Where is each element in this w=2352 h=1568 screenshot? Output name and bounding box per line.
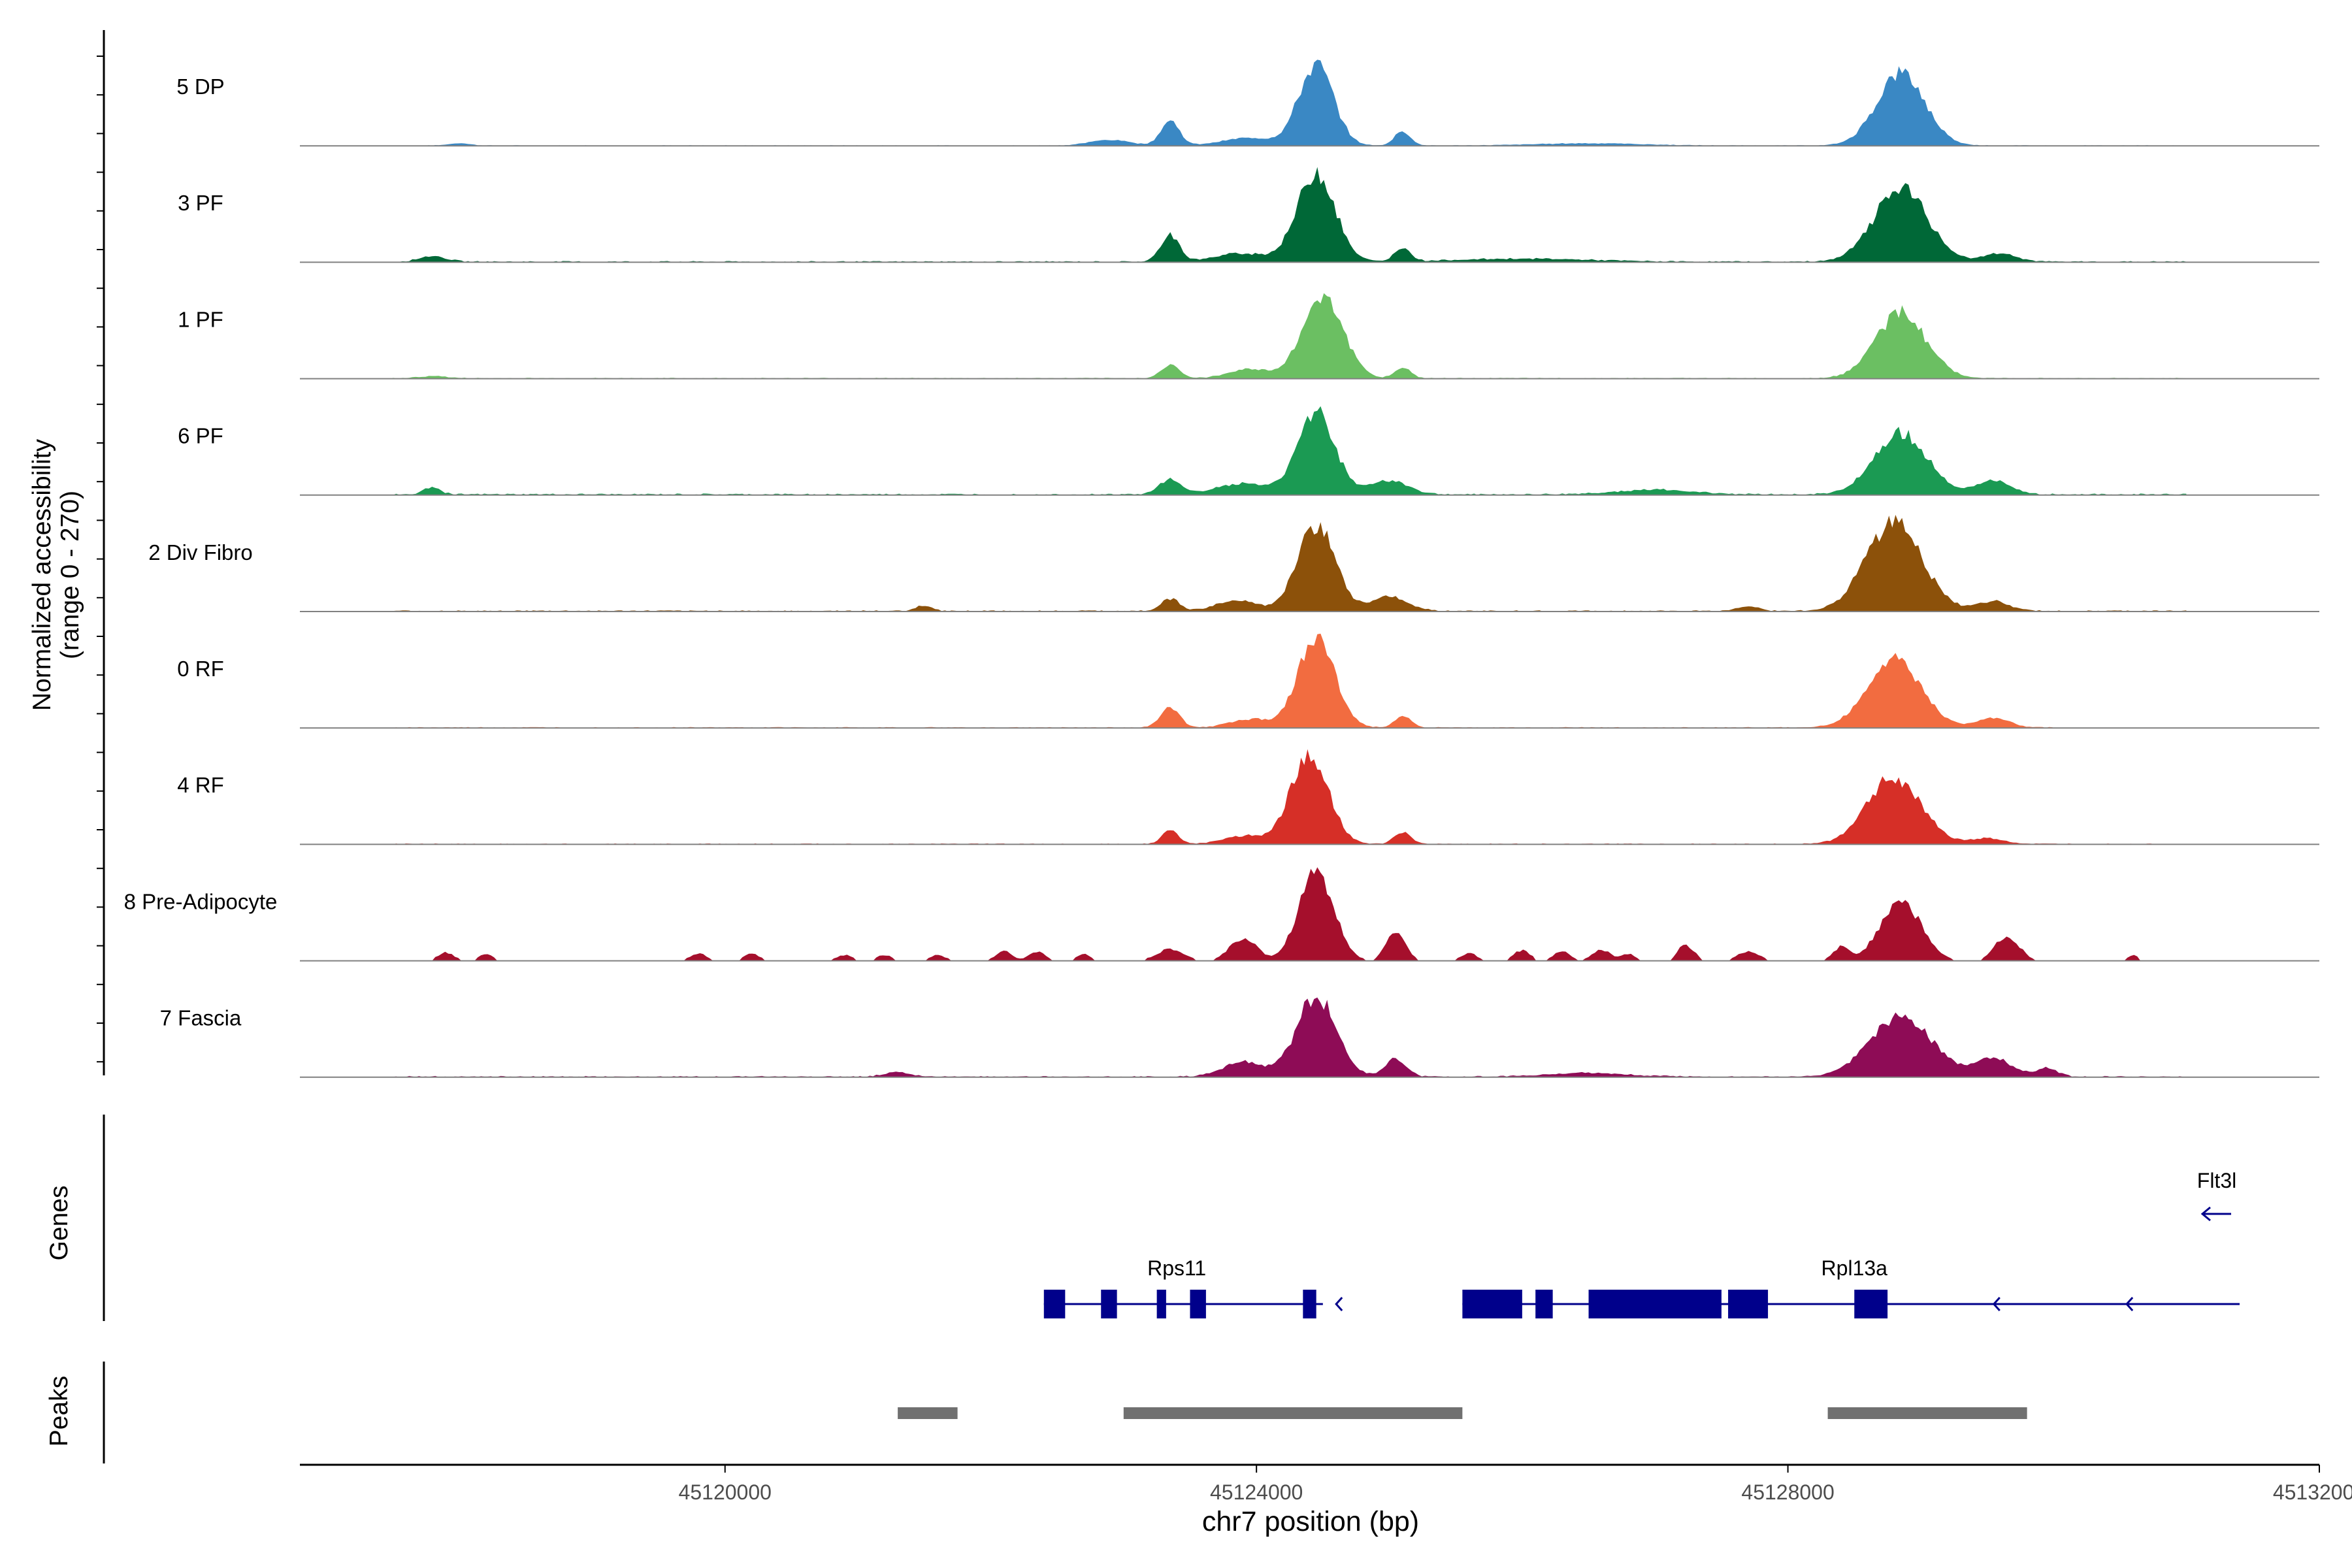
peak-region (1123, 1407, 1463, 1419)
gene-rps11: Rps11 (1043, 1256, 1343, 1318)
coverage-area (393, 997, 2187, 1077)
gene-exon (1156, 1290, 1166, 1318)
track-label: 1 PF (178, 307, 223, 331)
coverage-area (393, 867, 2187, 961)
x-tick-label: 45128000 (1741, 1480, 1834, 1504)
track-label: 8 Pre-Adipocyte (124, 889, 278, 913)
coverage-area (393, 59, 2187, 146)
gene-annotation-track: Rps11 Rpl13a Flt3l (1043, 1169, 2240, 1318)
gene-exon (1588, 1290, 1722, 1318)
gene-exon (1303, 1290, 1316, 1318)
track-label: 3 PF (178, 191, 223, 215)
coverage-area (393, 749, 2187, 845)
y-axis-title-line1: Normalized accessibility (28, 438, 56, 711)
coverage-tracks: 5 DP 3 PF 1 PF 6 PF 2 Div Fibro 0 RF 4 RF 8 Pre… (124, 59, 2319, 1078)
genes-panel-label: Genes (45, 1186, 73, 1261)
gene-label: Rps11 (1147, 1256, 1206, 1280)
track-label: 0 RF (177, 657, 224, 681)
track-8-pre-adipocyte: 8 Pre-Adipocyte (124, 867, 2319, 962)
gene-exon (1190, 1290, 1206, 1318)
gene-label: Rpl13a (1821, 1256, 1888, 1280)
gene-rpl13a: Rpl13a (1462, 1256, 2240, 1318)
x-tick-label: 45120000 (679, 1480, 772, 1504)
strand-arrow (1992, 1296, 2001, 1312)
peaks-panel-label: Peaks (45, 1376, 73, 1446)
track-label: 2 Div Fibro (148, 540, 253, 564)
track-1-pf: 1 PF (178, 293, 2319, 380)
track-7-fascia: 7 Fascia (160, 997, 2319, 1078)
gene-exon (1728, 1290, 1769, 1318)
y-axis-title: Normalized accessibility (range 0 - 270) (28, 438, 84, 711)
x-axis-ticks: 45120000 45124000 45128000 45132000 (679, 1465, 2352, 1504)
x-tick-label: 45132000 (2273, 1480, 2352, 1504)
track-label: 6 PF (178, 424, 223, 448)
peak-region (1827, 1407, 2027, 1419)
peak-region (898, 1407, 958, 1419)
coverage-area (393, 293, 2187, 379)
track-label: 5 DP (176, 74, 224, 99)
gene-exon (1854, 1290, 1888, 1318)
coverage-area (393, 406, 2187, 495)
track-label: 7 Fascia (160, 1006, 242, 1030)
gene-flt3l: Flt3l (2197, 1169, 2236, 1222)
strand-arrow (1335, 1296, 1343, 1312)
track-2-div-fibro: 2 Div Fibro (148, 515, 2319, 612)
peak-region-track (898, 1407, 2027, 1419)
track-0-rf: 0 RF (177, 633, 2319, 729)
x-axis-title: chr7 position (bp) (1202, 1506, 1419, 1537)
strand-arrow (2125, 1296, 2134, 1312)
track-5-dp: 5 DP (176, 59, 2319, 147)
track-3-pf: 3 PF (178, 167, 2319, 263)
coverage-area (393, 515, 2187, 612)
gene-label: Flt3l (2197, 1169, 2236, 1192)
gene-exon (1462, 1290, 1522, 1318)
gene-exon (1535, 1290, 1553, 1318)
track-4-rf: 4 RF (177, 749, 2319, 845)
gene-exon (1101, 1290, 1117, 1318)
coverage-y-axis-ticks (97, 56, 104, 1063)
track-label: 4 RF (177, 773, 224, 797)
strand-arrow (2200, 1206, 2211, 1222)
y-axis-title-line2: (range 0 - 270) (56, 491, 84, 659)
track-6-pf: 6 PF (178, 406, 2319, 496)
coverage-area (393, 633, 2054, 728)
gene-exon (1043, 1290, 1066, 1318)
x-tick-label: 45124000 (1210, 1480, 1303, 1504)
coverage-area (393, 167, 2187, 263)
